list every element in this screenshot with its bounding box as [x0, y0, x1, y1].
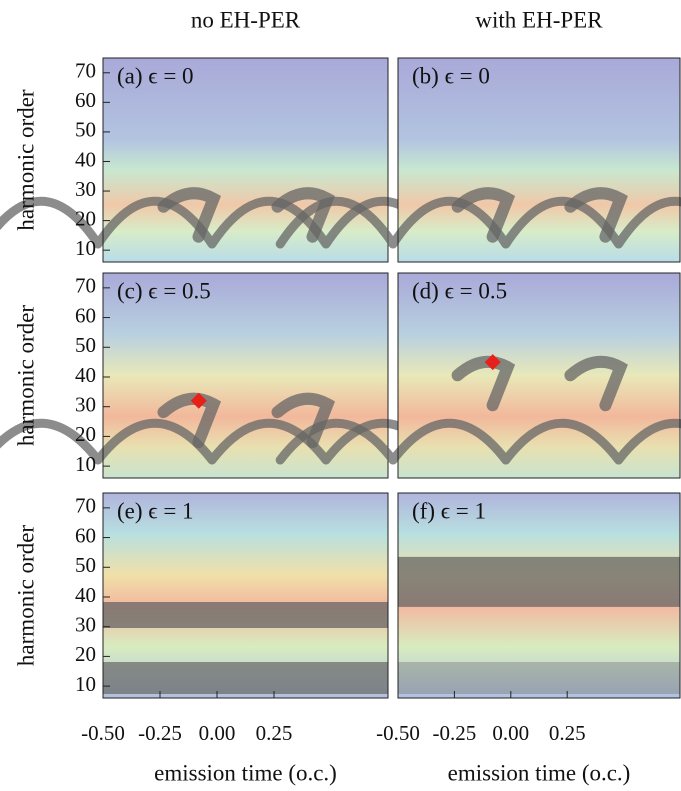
- x-axis-label: emission time (o.c.): [448, 760, 631, 785]
- panel-frame: [397, 492, 681, 699]
- trajectory: [271, 392, 336, 449]
- y-tick-label: 20: [75, 206, 96, 230]
- trajectory: [398, 556, 680, 607]
- y-tick-label: 70: [75, 274, 96, 298]
- trajectory: [0, 196, 445, 249]
- y-axis-label: harmonic order: [13, 305, 38, 446]
- y-tick-label: 50: [75, 553, 96, 577]
- panel-label: (d) ϵ = 0.5: [412, 278, 507, 303]
- panel-label: (f) ϵ = 1: [412, 498, 486, 523]
- x-tick-label: 0.00: [199, 721, 236, 745]
- heatmap: [103, 273, 388, 478]
- trajectory: [275, 418, 681, 465]
- marker: [484, 354, 501, 371]
- column-title: no EH-PER: [191, 7, 301, 32]
- y-tick-label: 50: [75, 333, 96, 357]
- x-tick-label: 0.00: [492, 721, 529, 745]
- heatmap: [103, 58, 388, 262]
- trajectory: [564, 355, 628, 412]
- y-tick-label: 40: [75, 147, 96, 171]
- y-tick-label: 10: [75, 672, 96, 696]
- panel-label: (e) ϵ = 1: [117, 498, 194, 523]
- trajectory: [157, 187, 222, 243]
- y-tick-label: 30: [75, 177, 96, 201]
- y-axis-label: harmonic order: [13, 525, 38, 666]
- y-tick-label: 30: [75, 613, 96, 637]
- y-tick-label: 20: [75, 422, 96, 446]
- trajectory: [157, 392, 222, 449]
- x-tick-label: -0.50: [81, 721, 125, 745]
- x-tick-label: -0.50: [376, 721, 420, 745]
- x-tick-label: -0.25: [138, 721, 182, 745]
- y-tick-label: 70: [75, 59, 96, 83]
- marker: [190, 392, 207, 409]
- y-tick-label: 30: [75, 393, 96, 417]
- trajectory: [0, 418, 445, 465]
- trajectory: [564, 187, 628, 243]
- y-tick-label: 60: [75, 523, 96, 547]
- heatmap: [398, 58, 680, 262]
- x-tick-label: 0.25: [549, 721, 586, 745]
- trajectory: [103, 602, 388, 628]
- panel-frame: [397, 272, 681, 479]
- y-tick-label: 20: [75, 642, 96, 666]
- panel-frame: [102, 57, 389, 263]
- x-tick-label: -0.25: [433, 721, 477, 745]
- y-tick-label: 50: [75, 118, 96, 142]
- y-tick-label: 10: [75, 452, 96, 476]
- y-tick-label: 60: [75, 303, 96, 327]
- y-tick-label: 70: [75, 494, 96, 518]
- trajectory: [451, 187, 516, 243]
- column-title: with EH-PER: [475, 7, 603, 32]
- heatmap: [398, 273, 680, 478]
- y-tick-label: 40: [75, 583, 96, 607]
- panel-label: (c) ϵ = 0.5: [117, 278, 211, 303]
- y-tick-label: 60: [75, 88, 96, 112]
- trajectory: [275, 196, 681, 249]
- y-tick-label: 10: [75, 236, 96, 260]
- panel-frame: [102, 272, 389, 479]
- trajectory: [103, 662, 388, 694]
- panel-label: (a) ϵ = 0: [117, 63, 194, 88]
- y-axis-label: harmonic order: [13, 89, 38, 230]
- panel-label: (b) ϵ = 0: [412, 63, 490, 88]
- panel-frame: [102, 492, 389, 699]
- panel-frame: [397, 57, 681, 263]
- y-tick-label: 40: [75, 363, 96, 387]
- trajectory: [398, 662, 680, 694]
- x-axis-label: emission time (o.c.): [154, 760, 337, 785]
- x-tick-label: 0.25: [256, 721, 293, 745]
